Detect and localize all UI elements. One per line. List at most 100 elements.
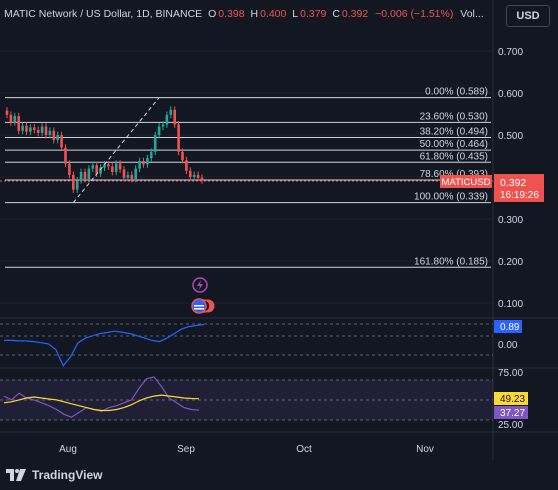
- high-label: H: [250, 8, 259, 20]
- rsi-ma-path: [3, 394, 200, 412]
- candle: [95, 165, 98, 174]
- fib-level-label: 0.00% (0.589): [425, 87, 488, 98]
- candle: [44, 126, 48, 135]
- candle: [52, 130, 56, 141]
- fib-level-label: 161.80% (0.185): [414, 256, 488, 267]
- logo-text: TradingView: [32, 468, 103, 482]
- tradingview-logo[interactable]: TradingView: [6, 468, 102, 482]
- candle: [134, 168, 137, 180]
- fib-level-label: 61.80% (0.435): [420, 151, 488, 162]
- candle: [60, 135, 63, 148]
- candle: [25, 125, 28, 132]
- candle: [111, 166, 114, 172]
- legend-header: MATIC Network / US Dollar, 1D, BINANCE O…: [4, 8, 484, 20]
- volume-label[interactable]: Vol...: [460, 8, 484, 20]
- low-value: 0.379: [300, 8, 327, 20]
- candle: [9, 114, 13, 123]
- candle: [130, 174, 134, 180]
- us-flag-event-icon[interactable]: [191, 298, 215, 314]
- candle: [153, 135, 157, 152]
- close-label: C: [332, 8, 340, 20]
- candle: [5, 110, 9, 115]
- candle: [17, 116, 20, 131]
- lightning-icon[interactable]: [192, 277, 208, 293]
- candle: [99, 167, 102, 174]
- candle: [118, 163, 122, 170]
- candle: [165, 114, 169, 125]
- price-tick-label: 0.200: [498, 257, 523, 268]
- indicator-1-tick: 0.00: [498, 340, 518, 351]
- candle: [146, 158, 149, 165]
- candle: [79, 171, 83, 181]
- currency-button[interactable]: USD: [506, 5, 550, 27]
- fib-level-label: 78.60% (0.393): [420, 169, 488, 180]
- candle: [114, 163, 118, 172]
- fib-level-label: 100.00% (0.339): [414, 192, 488, 203]
- open-label: O: [208, 8, 217, 20]
- rsi-lines: [3, 376, 200, 418]
- fib-level-label: 38.20% (0.494): [420, 127, 488, 138]
- candle: [29, 127, 32, 132]
- candle: [33, 127, 36, 130]
- rsi-ma-value: 49.23: [500, 394, 525, 405]
- fib-level-label: 23.60% (0.530): [420, 111, 488, 122]
- candle: [196, 174, 200, 178]
- trend-line: [72, 97, 160, 203]
- candle: [87, 168, 91, 180]
- candlestick-series: [5, 106, 204, 193]
- candle: [185, 160, 188, 171]
- rsi-path: [3, 376, 200, 418]
- rsi-ma-value-box: [494, 392, 528, 405]
- time-tick-label: Aug: [59, 444, 77, 455]
- close-value: 0.392: [341, 8, 369, 20]
- change-value: −0.006 (−1.51%): [375, 8, 454, 20]
- rsi-tick-75: 75.00: [498, 368, 523, 379]
- price-tick-label: 0.600: [498, 89, 523, 100]
- candle: [138, 161, 141, 169]
- low-label: L: [292, 8, 299, 20]
- candle: [72, 174, 75, 190]
- indicator-1-line: [4, 323, 205, 367]
- candle: [181, 151, 184, 161]
- candle: [189, 170, 192, 177]
- candle: [91, 165, 95, 169]
- time-scale[interactable]: Aug Sep Oct Nov: [59, 444, 434, 455]
- candle: [48, 130, 52, 135]
- candle: [21, 125, 24, 131]
- open-value: 0.398: [218, 8, 245, 20]
- tradingview-icon: [6, 469, 26, 481]
- candle: [177, 124, 180, 152]
- candle: [64, 147, 67, 164]
- symbol-title[interactable]: MATIC Network / US Dollar, 1D, BINANCE: [4, 8, 203, 20]
- symbol-label: MATICUSD: [442, 177, 491, 188]
- candle: [122, 169, 126, 178]
- candle: [200, 177, 204, 181]
- candle: [142, 161, 145, 165]
- time-tick-label: Nov: [416, 444, 434, 455]
- candle: [150, 151, 153, 159]
- candle: [68, 163, 71, 175]
- candle: [75, 180, 79, 190]
- candle: [161, 124, 165, 127]
- candle: [169, 109, 173, 115]
- fibonacci-trend-line[interactable]: [72, 97, 160, 203]
- candle: [40, 126, 44, 133]
- candle: [56, 135, 59, 141]
- price-tick-label: 0.100: [498, 299, 523, 310]
- price-tick-label: 0.700: [498, 47, 523, 58]
- last-price-label: 0.392: [500, 177, 526, 189]
- fibonacci-retracement[interactable]: 0.00% (0.589) 23.60% (0.530) 38.20% (0.494…: [5, 87, 491, 268]
- countdown-label: 16:19:26: [500, 190, 539, 201]
- price-tick-label: 0.500: [498, 131, 523, 142]
- time-tick-label: Oct: [296, 444, 312, 455]
- rsi-value-box: [494, 406, 528, 419]
- symbol-label-box: [440, 175, 492, 188]
- candle: [13, 116, 17, 123]
- candle: [173, 109, 176, 125]
- indicator-1-path: [4, 323, 205, 367]
- candle: [36, 129, 40, 133]
- candle: [192, 174, 196, 177]
- candle: [83, 171, 87, 180]
- fib-level-label: 50.00% (0.464): [420, 139, 488, 150]
